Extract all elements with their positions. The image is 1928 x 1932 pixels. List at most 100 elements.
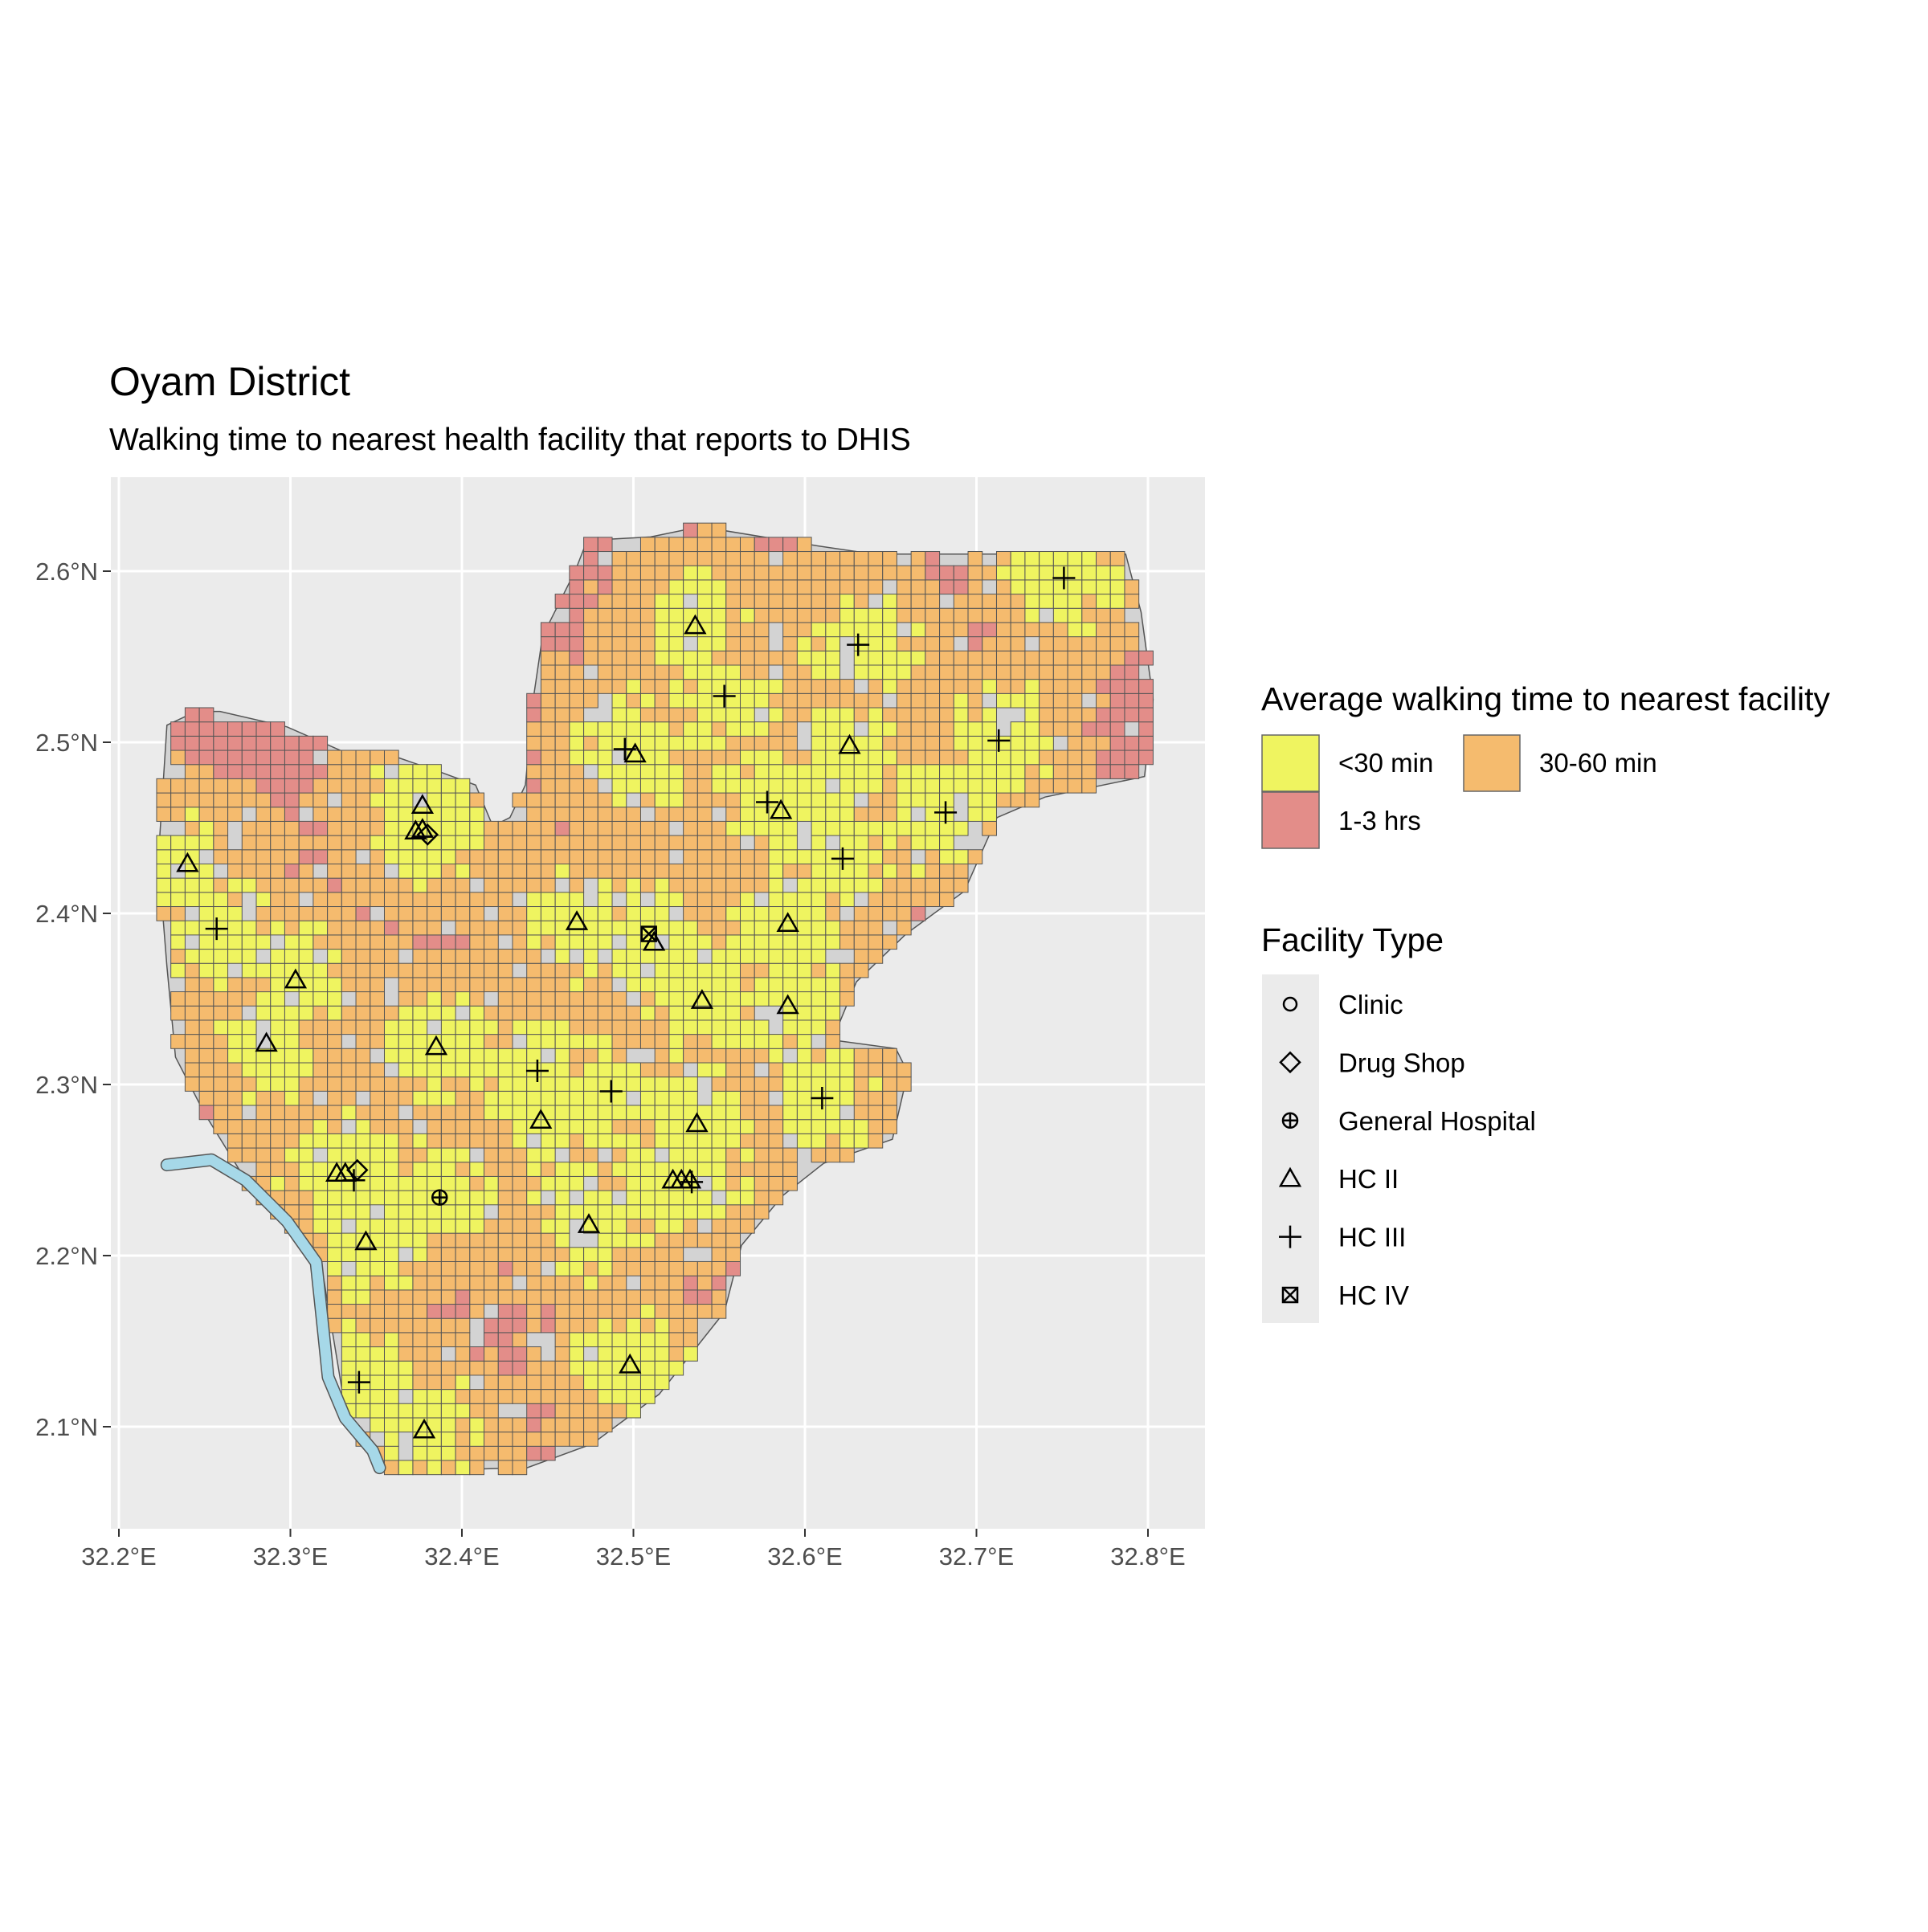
- grid-cell: [768, 565, 784, 581]
- grid-cell: [796, 863, 812, 879]
- grid-cell: [298, 820, 314, 836]
- grid-cell: [583, 650, 598, 666]
- grid-cell: [1138, 679, 1154, 694]
- grid-cell: [341, 1090, 357, 1106]
- grid-cell: [768, 721, 784, 737]
- grid-cell: [811, 977, 827, 993]
- grid-cell: [868, 820, 884, 836]
- grid-cell: [696, 892, 713, 908]
- grid-cell: [626, 551, 641, 566]
- grid-cell: [184, 735, 200, 751]
- grid-cell: [597, 934, 613, 950]
- grid-cell: [654, 778, 670, 794]
- grid-cell: [398, 1218, 414, 1234]
- grid-cell: [668, 892, 684, 908]
- grid-cell: [569, 977, 585, 993]
- grid-cell: [668, 579, 684, 595]
- grid-cell: [683, 764, 698, 779]
- grid-cell: [839, 977, 855, 993]
- grid-cell: [811, 1062, 827, 1078]
- grid-cell: [1081, 636, 1097, 651]
- grid-cell: [440, 949, 456, 964]
- grid-cell: [611, 835, 627, 851]
- grid-cell: [796, 764, 812, 779]
- grid-cell: [740, 707, 755, 723]
- grid-cell: [825, 565, 841, 581]
- grid-cell: [156, 905, 172, 921]
- grid-cell: [639, 1105, 656, 1121]
- grid-cell: [540, 1162, 556, 1177]
- grid-cell: [725, 1133, 741, 1149]
- grid-cell: [754, 650, 770, 666]
- grid-cell: [312, 934, 329, 950]
- grid-cell: [526, 707, 541, 723]
- grid-cell: [711, 579, 727, 595]
- diamond-icon: [1279, 1051, 1301, 1074]
- facility-hc-iii: [934, 801, 958, 824]
- grid-cell: [327, 1048, 342, 1064]
- grid-cell: [554, 1076, 570, 1092]
- grid-cell: [341, 934, 357, 950]
- grid-cell: [327, 778, 342, 794]
- grid-cell: [939, 650, 954, 666]
- y-tick-label: 2.3°N: [35, 1071, 98, 1099]
- grid-cell: [982, 565, 997, 581]
- x-tick-label: 32.8°E: [1110, 1542, 1185, 1571]
- grid-cell: [725, 1005, 741, 1021]
- grid-cell: [711, 820, 727, 836]
- grid-cell: [383, 1147, 399, 1163]
- grid-cell: [711, 1090, 727, 1106]
- grid-cell: [455, 934, 471, 950]
- grid-cell: [626, 962, 641, 978]
- grid-cell: [554, 1190, 570, 1206]
- grid-cell: [995, 607, 1011, 623]
- grid-cell: [683, 1232, 698, 1248]
- grid-cell: [711, 905, 727, 921]
- plus-icon: [1279, 1225, 1301, 1248]
- grid-cell: [440, 1317, 456, 1334]
- grid-cell: [184, 962, 200, 978]
- grid-cell: [811, 1105, 827, 1121]
- grid-cell: [284, 1090, 300, 1106]
- grid-cell: [241, 920, 257, 936]
- grid-cell: [626, 679, 641, 694]
- grid-cell: [611, 1162, 627, 1177]
- grid-cell: [412, 1275, 428, 1291]
- grid-cell: [512, 1204, 528, 1219]
- grid-cell: [383, 820, 399, 836]
- grid-cell: [740, 565, 755, 581]
- grid-cell: [255, 1162, 272, 1177]
- grid-cell: [639, 1062, 656, 1078]
- grid-cell: [469, 849, 485, 864]
- grid-cell: [554, 820, 570, 836]
- grid-cell: [740, 962, 755, 978]
- grid-cell: [298, 991, 314, 1007]
- grid-cell: [540, 1133, 556, 1149]
- grid-cell: [284, 792, 300, 808]
- grid-cell: [839, 565, 855, 581]
- grid-cell: [370, 792, 385, 808]
- grid-cell: [184, 1076, 200, 1092]
- grid-cell: [1067, 622, 1083, 638]
- grid-cell: [484, 1417, 499, 1433]
- grid-cell: [768, 835, 784, 851]
- grid-cell: [583, 1247, 598, 1262]
- plus-icon: [680, 1170, 704, 1194]
- grid-cell: [796, 1062, 812, 1078]
- grid-cell: [896, 849, 912, 864]
- grid-cell: [583, 905, 598, 921]
- grid-cell: [554, 792, 570, 808]
- grid-cell: [184, 1062, 200, 1078]
- grid-cell: [953, 565, 969, 581]
- grid-cell: [711, 1062, 727, 1078]
- grid-cell: [284, 764, 300, 779]
- grid-cell: [825, 594, 841, 609]
- grid-cell: [427, 792, 442, 808]
- grid-cell: [626, 1119, 641, 1134]
- grid-cell: [896, 607, 912, 623]
- grid-cell: [469, 1460, 485, 1476]
- walking-time-cells: [156, 522, 1154, 1476]
- grid-cell: [370, 1090, 385, 1106]
- grid-cell: [312, 920, 329, 936]
- circle-plus-icon: [1281, 1112, 1299, 1129]
